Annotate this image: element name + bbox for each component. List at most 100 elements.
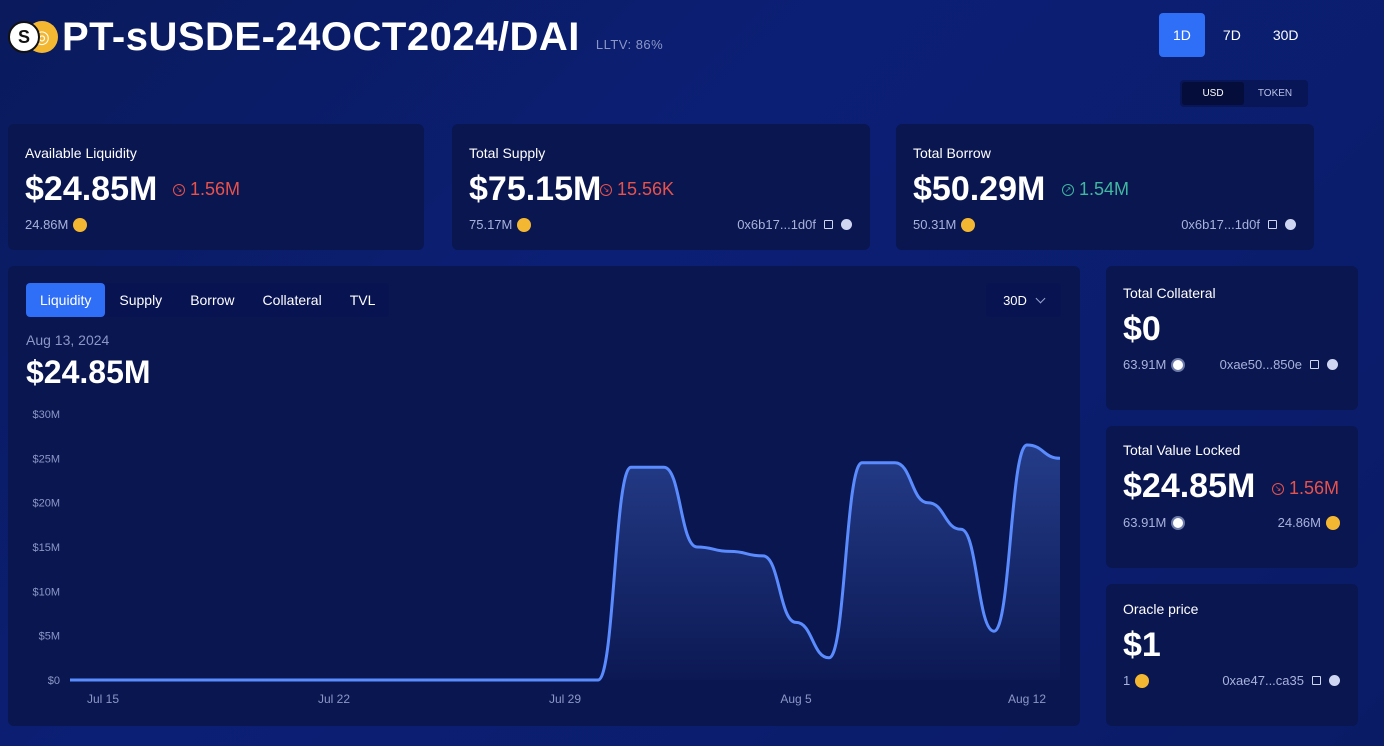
dai-token-icon [73, 217, 88, 232]
market-logo: S ◎ [8, 17, 58, 57]
x-tick-label: Aug 12 [1008, 692, 1046, 706]
lltv-label: LLTV: 86% [595, 36, 664, 52]
card-label: Oracle price [1123, 601, 1199, 617]
oracle-price-card: Oracle price $1 1 0xae47...ca35 [1106, 584, 1358, 726]
change-value: 1.56M [1289, 478, 1340, 498]
dai-token-icon [961, 217, 976, 232]
change-indicator: ↗ 1.54M [1062, 179, 1129, 200]
card-sub-value: 50.31M [913, 217, 976, 232]
copy-icon[interactable] [1312, 676, 1321, 685]
address-text: 0xae47...ca35 [1222, 673, 1304, 688]
x-tick-label: Jul 22 [318, 692, 350, 706]
card-value: $24.85M [25, 170, 158, 208]
available-liquidity-card: Available Liquidity $24.85M ↘ 1.56M 24.8… [8, 124, 424, 250]
change-indicator: ↘ 15.56K [600, 179, 674, 200]
card-label: Total Collateral [1123, 285, 1216, 301]
card-label: Total Value Locked [1123, 442, 1241, 458]
liquidity-chart[interactable]: $0 $5M $10M $15M $20M $25M $30M Jul 15 Jul 22 Jul… [8, 266, 1080, 726]
range-toggle: 1D 7D 30D [1159, 13, 1313, 57]
copy-icon[interactable] [824, 220, 833, 229]
trend-down-icon: ↘ [173, 183, 185, 196]
market-header: S ◎ PT-sUSDE-24OCT2024/DAI LLTV: 86% [8, 12, 663, 62]
card-sub-value-susde: 63.91M [1123, 515, 1186, 530]
total-supply-card: Total Supply $75.15M ↘ 15.56K 75.17M 0x6… [452, 124, 870, 250]
card-sub-value: 1 [1123, 673, 1150, 688]
card-value: $50.29M [913, 170, 1046, 208]
y-tick-label: $5M [39, 631, 60, 643]
explorer-link-icon[interactable] [841, 219, 852, 230]
page-title: PT-sUSDE-24OCT2024/DAI [62, 14, 580, 59]
dai-token-icon [1326, 515, 1340, 530]
sub-amount: 1 [1123, 673, 1131, 688]
sub-amount: 50.31M [913, 217, 957, 232]
change-value: 15.56K [617, 179, 675, 199]
explorer-link-icon[interactable] [1329, 675, 1340, 686]
sub-amount: 63.91M [1123, 515, 1167, 530]
explorer-link-icon[interactable] [1285, 219, 1296, 230]
card-value: $24.85M [1123, 467, 1256, 505]
tab-borrow[interactable]: Borrow [190, 292, 235, 308]
susde-coin-icon: S [8, 21, 40, 53]
contract-address: 0xae47...ca35 [1222, 673, 1340, 688]
range-1d-button[interactable]: 1D [1159, 13, 1205, 57]
explorer-link-icon[interactable] [1327, 359, 1338, 370]
dai-token-icon [517, 217, 532, 232]
range-7d-button[interactable]: 7D [1222, 27, 1241, 43]
chart-panel: Liquidity Supply Borrow Collateral TVL 3… [8, 266, 1080, 726]
total-value-locked-card: Total Value Locked $24.85M ↘ 1.56M 63.91… [1106, 426, 1358, 568]
y-tick-label: $10M [32, 586, 60, 598]
y-tick-label: $15M [32, 542, 60, 554]
card-label: Available Liquidity [25, 145, 137, 161]
card-value: $0 [1123, 310, 1161, 348]
x-tick-label: Aug 5 [780, 692, 812, 706]
copy-icon[interactable] [1310, 360, 1319, 369]
range-30d-button[interactable]: 30D [1272, 27, 1299, 43]
period-value: 30D [1003, 292, 1027, 308]
card-sub-value: 75.17M [469, 217, 532, 232]
tab-supply[interactable]: Supply [119, 292, 163, 308]
contract-address: 0x6b17...1d0f [737, 217, 852, 232]
card-value: $75.15M [469, 170, 602, 208]
trend-down-icon: ↘ [1272, 482, 1284, 495]
sub-amount: 24.86M [25, 217, 69, 232]
card-sub-value: 24.86M [25, 217, 88, 232]
y-tick-label: $20M [32, 498, 60, 510]
chart-value: $24.85M [26, 354, 151, 390]
total-collateral-card: Total Collateral $0 63.91M 0xae50...850e [1106, 266, 1358, 410]
tab-liquidity[interactable]: Liquidity [26, 283, 106, 317]
address-text: 0x6b17...1d0f [737, 217, 816, 232]
total-borrow-card: Total Borrow $50.29M ↗ 1.54M 50.31M 0x6b… [896, 124, 1314, 250]
x-tick-label: Jul 15 [87, 692, 119, 706]
change-value: 1.56M [190, 179, 241, 199]
trend-up-icon: ↗ [1062, 183, 1074, 196]
card-value: $1 [1123, 626, 1161, 664]
change-indicator: ↘ 1.56M [173, 179, 240, 200]
card-sub-value: 63.91M [1123, 357, 1186, 372]
dai-token-icon [1135, 673, 1150, 688]
copy-icon[interactable] [1268, 220, 1277, 229]
change-indicator: ↘ 1.56M [1272, 478, 1339, 499]
susde-token-icon [1171, 515, 1186, 530]
liquidity-line [69, 443, 1061, 682]
period-select[interactable]: 30D [986, 283, 1061, 317]
sub-amount: 24.86M [1277, 515, 1321, 530]
tab-tvl[interactable]: TVL [349, 292, 376, 308]
unit-toggle: USD TOKEN [1180, 80, 1308, 107]
card-sub-value-dai: 24.86M [1278, 515, 1340, 530]
address-text: 0xae50...850e [1219, 357, 1302, 372]
y-tick-label: $25M [32, 453, 60, 465]
y-tick-label: $30M [32, 409, 60, 421]
liquidity-area [70, 445, 1060, 680]
metric-tabs: Liquidity Supply Borrow Collateral TVL [26, 283, 390, 317]
card-label: Total Supply [469, 145, 546, 161]
change-value: 1.54M [1079, 179, 1130, 199]
chart-date: Aug 13, 2024 [26, 332, 110, 348]
trend-down-icon: ↘ [600, 183, 612, 196]
contract-address: 0x6b17...1d0f [1181, 217, 1296, 232]
y-tick-label: $0 [48, 675, 60, 687]
sub-amount: 75.17M [469, 217, 513, 232]
tab-collateral[interactable]: Collateral [262, 292, 322, 308]
card-label: Total Borrow [913, 145, 991, 161]
unit-token-button[interactable]: TOKEN [1257, 88, 1293, 99]
unit-usd-button[interactable]: USD [1182, 82, 1244, 105]
